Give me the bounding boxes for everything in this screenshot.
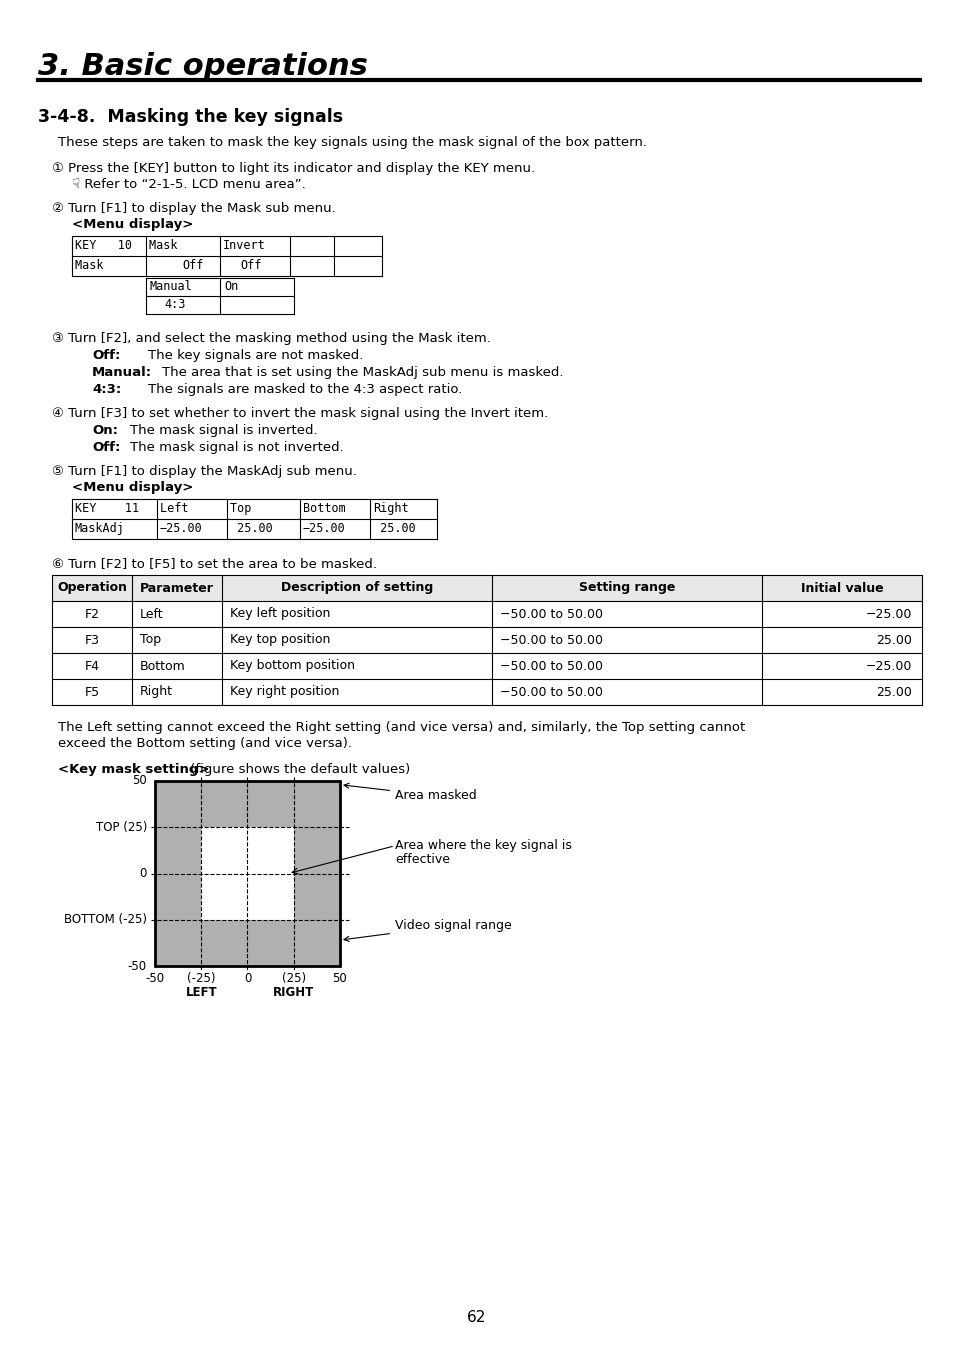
- Text: 0: 0: [244, 972, 251, 985]
- Text: -50: -50: [128, 960, 147, 972]
- Text: -50: -50: [145, 972, 164, 985]
- Text: 25.00: 25.00: [373, 522, 416, 535]
- Text: Key left position: Key left position: [230, 608, 330, 620]
- Text: 4:3:: 4:3:: [91, 383, 121, 396]
- Bar: [201, 828, 294, 919]
- Text: 62: 62: [467, 1310, 486, 1325]
- Text: −25.00: −25.00: [303, 522, 345, 535]
- Text: Area masked: Area masked: [344, 783, 476, 802]
- Text: −25.00: −25.00: [864, 608, 911, 620]
- Text: TOP (25): TOP (25): [95, 821, 147, 834]
- Text: Mask: Mask: [149, 239, 192, 252]
- Text: −50.00 to 50.00: −50.00 to 50.00: [499, 608, 602, 620]
- Text: 3. Basic operations: 3. Basic operations: [38, 53, 368, 81]
- Text: Off:: Off:: [91, 349, 120, 363]
- Text: <Menu display>: <Menu display>: [71, 481, 193, 493]
- Text: LEFT: LEFT: [185, 985, 217, 999]
- Text: Initial value: Initial value: [800, 581, 882, 594]
- Text: The mask signal is inverted.: The mask signal is inverted.: [130, 425, 317, 437]
- Text: Parameter: Parameter: [140, 581, 213, 594]
- Text: (25): (25): [281, 972, 306, 985]
- Text: ☟ Refer to “2-1-5. LCD menu area”.: ☟ Refer to “2-1-5. LCD menu area”.: [71, 178, 305, 191]
- Text: Invert: Invert: [223, 239, 266, 252]
- Text: Top: Top: [140, 634, 161, 647]
- Text: The signals are masked to the 4:3 aspect ratio.: The signals are masked to the 4:3 aspect…: [148, 383, 462, 396]
- Text: Area where the key signal is: Area where the key signal is: [395, 840, 571, 852]
- Text: 50: 50: [132, 775, 147, 787]
- Text: Operation: Operation: [57, 581, 127, 594]
- Text: Key right position: Key right position: [230, 686, 339, 698]
- Text: KEY   10: KEY 10: [75, 239, 132, 252]
- Text: F3: F3: [85, 634, 99, 647]
- Text: −25.00: −25.00: [864, 659, 911, 673]
- Text: KEY    11: KEY 11: [75, 501, 139, 515]
- Text: ③ Turn [F2], and select the masking method using the Mask item.: ③ Turn [F2], and select the masking meth…: [52, 332, 491, 345]
- Text: Right: Right: [140, 686, 172, 698]
- Text: −25.00: −25.00: [160, 522, 203, 535]
- Text: Right: Right: [373, 501, 408, 515]
- Text: F2: F2: [85, 608, 99, 620]
- Text: (figure shows the default values): (figure shows the default values): [186, 763, 410, 776]
- Text: The key signals are not masked.: The key signals are not masked.: [148, 349, 363, 363]
- Text: F5: F5: [85, 686, 99, 698]
- Text: On:: On:: [91, 425, 118, 437]
- Text: exceed the Bottom setting (and vice versa).: exceed the Bottom setting (and vice vers…: [58, 737, 352, 749]
- Text: <Key mask setting>: <Key mask setting>: [58, 763, 210, 776]
- Text: Left: Left: [160, 501, 203, 515]
- Text: Left: Left: [140, 608, 164, 620]
- Text: Mask: Mask: [75, 259, 117, 272]
- Text: 25.00: 25.00: [875, 686, 911, 698]
- Text: Top: Top: [230, 501, 273, 515]
- Text: F4: F4: [85, 659, 99, 673]
- Text: −50.00 to 50.00: −50.00 to 50.00: [499, 634, 602, 647]
- Text: ⑥ Turn [F2] to [F5] to set the area to be masked.: ⑥ Turn [F2] to [F5] to set the area to b…: [52, 557, 376, 570]
- Bar: [154, 780, 339, 967]
- Text: −50.00 to 50.00: −50.00 to 50.00: [499, 686, 602, 698]
- Text: <Menu display>: <Menu display>: [71, 218, 193, 231]
- Text: Bottom: Bottom: [140, 659, 186, 673]
- Text: Video signal range: Video signal range: [344, 919, 511, 941]
- Text: 0: 0: [139, 867, 147, 880]
- Text: 25.00: 25.00: [875, 634, 911, 647]
- Text: 4:3: 4:3: [164, 298, 185, 311]
- Text: ② Turn [F1] to display the Mask sub menu.: ② Turn [F1] to display the Mask sub menu…: [52, 202, 335, 214]
- Text: Off: Off: [182, 259, 203, 272]
- Text: The Left setting cannot exceed the Right setting (and vice versa) and, similarly: The Left setting cannot exceed the Right…: [58, 721, 744, 735]
- Text: Key bottom position: Key bottom position: [230, 659, 355, 673]
- Text: 25.00: 25.00: [230, 522, 273, 535]
- Text: These steps are taken to mask the key signals using the mask signal of the box p: These steps are taken to mask the key si…: [58, 136, 646, 150]
- Text: (-25): (-25): [187, 972, 215, 985]
- Text: Setting range: Setting range: [578, 581, 675, 594]
- Text: Key top position: Key top position: [230, 634, 330, 647]
- Text: Off:: Off:: [91, 441, 120, 454]
- Text: Manual: Manual: [150, 280, 193, 293]
- Text: effective: effective: [395, 853, 450, 867]
- Text: −50.00 to 50.00: −50.00 to 50.00: [499, 659, 602, 673]
- Bar: [52, 576, 921, 601]
- Text: RIGHT: RIGHT: [273, 985, 314, 999]
- Text: ⑤ Turn [F1] to display the MaskAdj sub menu.: ⑤ Turn [F1] to display the MaskAdj sub m…: [52, 465, 356, 479]
- Text: MaskAdj: MaskAdj: [75, 522, 125, 535]
- Text: ① Press the [KEY] button to light its indicator and display the KEY menu.: ① Press the [KEY] button to light its in…: [52, 162, 535, 175]
- Text: Bottom: Bottom: [303, 501, 345, 515]
- Text: 3-4-8.  Masking the key signals: 3-4-8. Masking the key signals: [38, 108, 343, 125]
- Text: 50: 50: [333, 972, 347, 985]
- Text: Description of setting: Description of setting: [280, 581, 433, 594]
- Text: The mask signal is not inverted.: The mask signal is not inverted.: [130, 441, 343, 454]
- Text: The area that is set using the MaskAdj sub menu is masked.: The area that is set using the MaskAdj s…: [162, 367, 563, 379]
- Text: Manual:: Manual:: [91, 367, 152, 379]
- Text: BOTTOM (-25): BOTTOM (-25): [64, 913, 147, 926]
- Text: Off: Off: [240, 259, 261, 272]
- Text: On: On: [224, 280, 238, 293]
- Text: ④ Turn [F3] to set whether to invert the mask signal using the Invert item.: ④ Turn [F3] to set whether to invert the…: [52, 407, 548, 421]
